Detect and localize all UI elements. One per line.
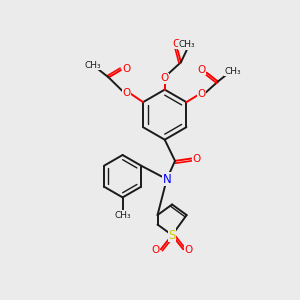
- Text: O: O: [123, 88, 131, 98]
- Text: CH₃: CH₃: [224, 67, 241, 76]
- Text: O: O: [160, 74, 169, 83]
- Text: CH₃: CH₃: [178, 40, 195, 49]
- Text: S: S: [168, 229, 176, 242]
- Text: N: N: [162, 172, 171, 186]
- Text: CH₃: CH₃: [114, 211, 131, 220]
- Text: O: O: [198, 89, 206, 99]
- Text: O: O: [198, 65, 206, 75]
- Text: O: O: [152, 245, 160, 255]
- Text: O: O: [122, 64, 130, 74]
- Text: O: O: [192, 154, 201, 164]
- Text: O: O: [173, 39, 181, 49]
- Text: O: O: [184, 245, 193, 255]
- Text: CH₃: CH₃: [84, 61, 101, 70]
